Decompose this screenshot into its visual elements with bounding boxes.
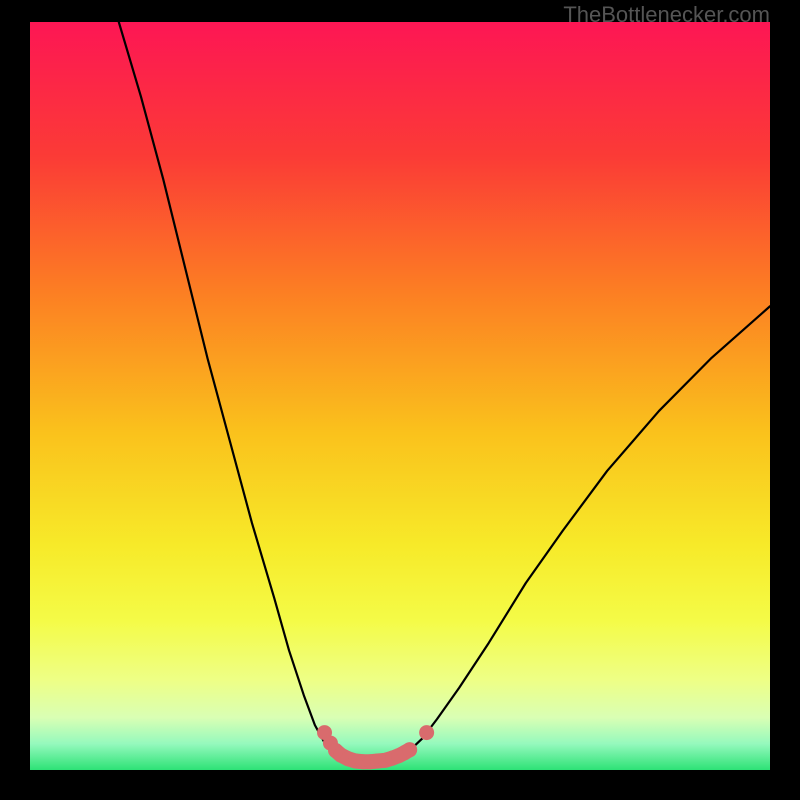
chart-frame: TheBottlenecker.com	[0, 0, 800, 800]
bottleneck-curve-plot	[30, 22, 770, 770]
gradient-background	[30, 22, 770, 770]
highlight-marker	[402, 742, 417, 757]
highlight-marker	[419, 725, 434, 740]
